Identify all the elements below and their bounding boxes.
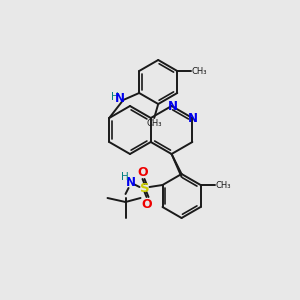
Text: CH₃: CH₃ (216, 181, 231, 190)
Text: N: N (168, 100, 178, 112)
Text: O: O (141, 197, 152, 211)
Text: N: N (115, 92, 125, 106)
Text: N: N (188, 112, 198, 124)
Text: CH₃: CH₃ (146, 118, 162, 127)
Text: O: O (137, 166, 148, 178)
Text: S: S (140, 182, 149, 194)
Text: H: H (111, 92, 119, 102)
Text: H: H (121, 172, 128, 182)
Text: N: N (125, 176, 136, 190)
Text: CH₃: CH₃ (191, 67, 207, 76)
